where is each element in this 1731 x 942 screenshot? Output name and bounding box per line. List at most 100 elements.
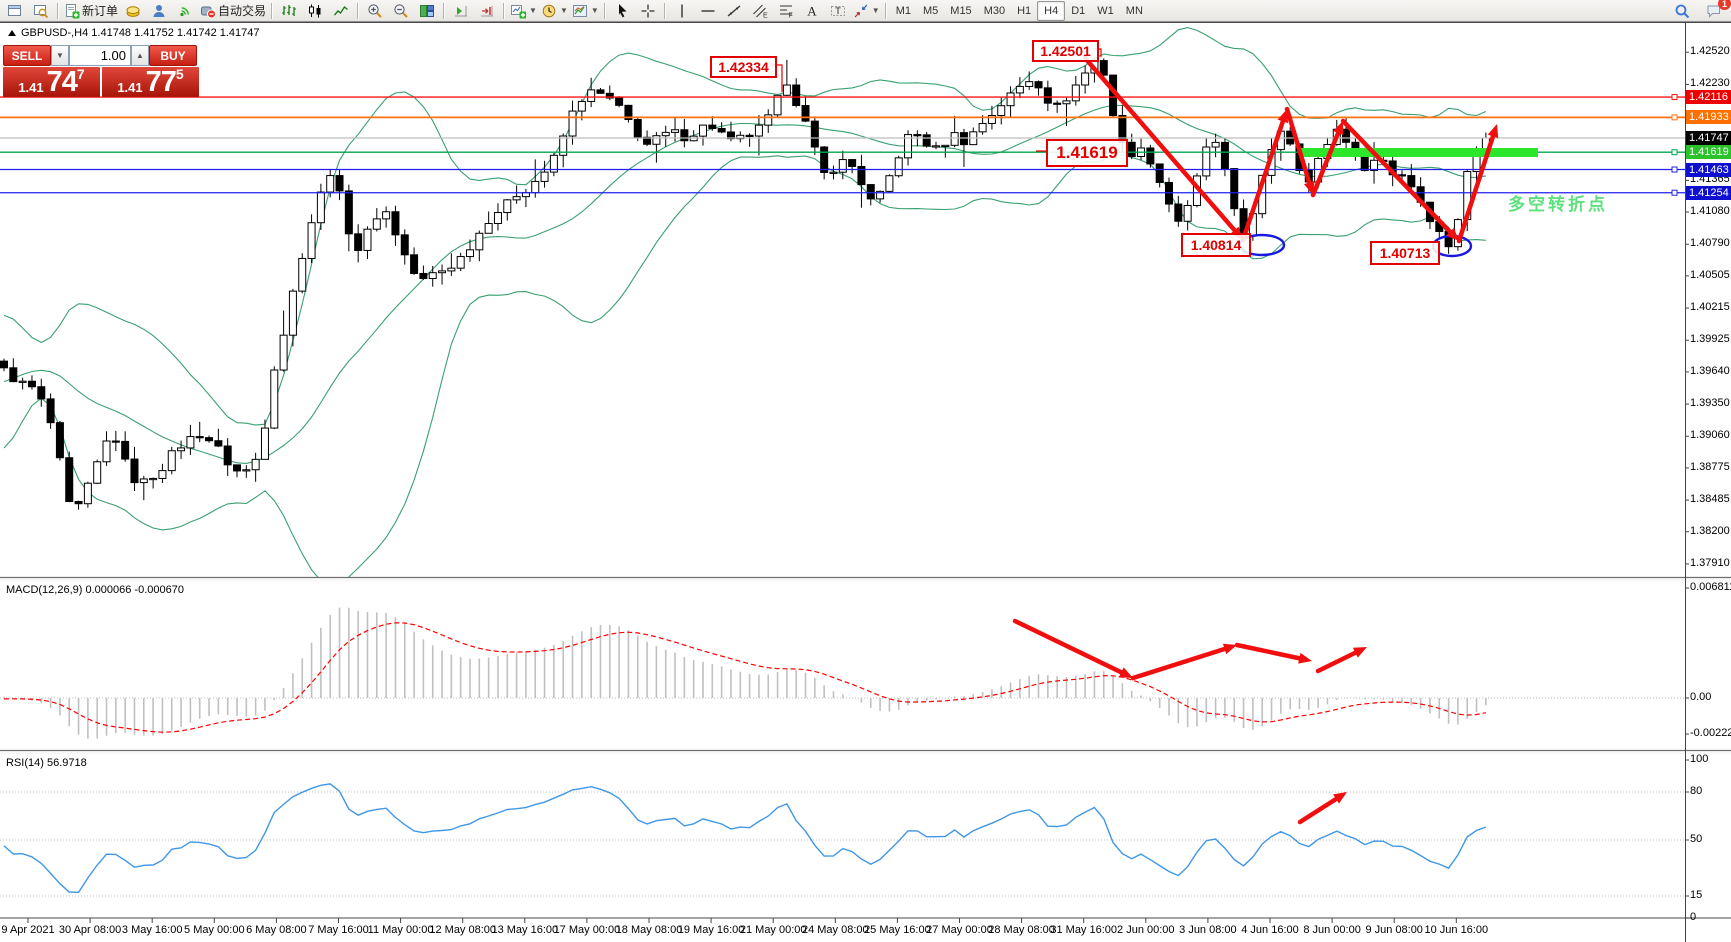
text-label-button[interactable]: T <box>825 1 851 21</box>
search-button[interactable] <box>1669 1 1695 21</box>
price-annotation[interactable]: 1.42501 <box>1032 40 1099 62</box>
price-annotation[interactable]: 1.40713 <box>1370 241 1440 265</box>
arrows-button[interactable]: ▼ <box>851 1 882 21</box>
trend-arrow[interactable] <box>1340 118 1455 237</box>
price-annotation[interactable]: 1.40814 <box>1181 233 1251 257</box>
support-zone-bar[interactable] <box>1300 148 1538 157</box>
candle-body <box>1053 102 1062 105</box>
chart-preview-button[interactable] <box>28 1 54 21</box>
macd-pane[interactable] <box>3 607 1487 739</box>
one-click-toggle-icon[interactable] <box>8 30 16 36</box>
tile-windows-button[interactable] <box>414 1 440 21</box>
main-chart-pane[interactable] <box>0 27 1490 588</box>
timeframe-mn-button[interactable]: MN <box>1125 4 1143 17</box>
gold-button[interactable] <box>120 1 146 21</box>
candle-body <box>9 367 18 383</box>
chevron-down-icon[interactable]: ▼ <box>529 6 537 15</box>
signal-button[interactable] <box>172 1 198 21</box>
vertical-line-button[interactable] <box>669 1 695 21</box>
trendline-button[interactable] <box>721 1 747 21</box>
price-tick-label: 1.38200 <box>1690 524 1730 537</box>
indicators-button[interactable]: ▼ <box>508 1 539 21</box>
candle-body <box>1006 92 1015 107</box>
templates-button[interactable]: ▼ <box>570 1 601 21</box>
timeframe-m30-button[interactable]: M30 <box>983 4 1006 17</box>
notifications-button[interactable]: 1 <box>1701 0 1731 21</box>
sell-price[interactable]: 1.41 74 7 <box>3 67 100 97</box>
auto-trading-icon <box>201 6 217 18</box>
candle-body <box>1025 81 1034 87</box>
time-tick-label: 19 May 16:00 <box>677 924 745 936</box>
price-annotation[interactable]: 1.42334 <box>710 56 777 78</box>
volume-input[interactable]: 1.00 <box>69 45 131 66</box>
cursor-icon <box>618 3 627 17</box>
auto-scroll-button[interactable] <box>474 1 500 21</box>
candle-body <box>475 232 484 251</box>
trend-arrow[interactable] <box>1082 55 1240 236</box>
zoom-out-button[interactable] <box>388 1 414 21</box>
sell-price-sup: 7 <box>76 66 85 82</box>
buy-price[interactable]: 1.41 77 5 <box>102 67 199 97</box>
trend-arrow[interactable] <box>1240 115 1287 243</box>
text-button[interactable]: A <box>799 1 825 21</box>
timeframe-m5-button[interactable]: M5 <box>923 4 939 17</box>
line-chart-button[interactable] <box>328 1 354 21</box>
auto-trading-button[interactable]: 自动交易 <box>198 1 268 21</box>
chevron-down-icon[interactable]: ▼ <box>590 6 599 15</box>
timeframe-d1-button[interactable]: D1 <box>1071 4 1086 17</box>
timeframe-w1-button[interactable]: W1 <box>1097 4 1114 17</box>
candle-body <box>37 386 46 400</box>
volume-increase-button[interactable]: ▲ <box>131 45 149 66</box>
crosshair-button[interactable] <box>635 1 661 21</box>
chart-shift-icon <box>455 5 468 16</box>
trend-arrow-head <box>1487 124 1499 139</box>
candle-body <box>587 89 596 102</box>
price-line-badge: 1.41463 <box>1686 162 1731 177</box>
new-order-button[interactable]: 新订单 <box>62 1 120 21</box>
macd-arrow[interactable] <box>1012 618 1128 677</box>
channel-button[interactable]: E <box>747 1 773 21</box>
bar-chart-button[interactable] <box>276 1 302 21</box>
zoom-in-button[interactable] <box>362 1 388 21</box>
trend-arrow[interactable] <box>1310 127 1342 198</box>
trend-arrow[interactable] <box>1284 106 1313 189</box>
candle-body <box>848 159 857 167</box>
trend-arrow[interactable] <box>1456 130 1497 244</box>
periods-button[interactable]: ▼ <box>539 1 570 21</box>
rsi-arrow[interactable] <box>1297 794 1342 825</box>
time-tick-label: 7 May 16:00 <box>308 924 369 936</box>
chart-shift-button[interactable] <box>448 1 474 21</box>
chevron-down-icon[interactable]: ▼ <box>871 6 880 15</box>
candle-body <box>1174 203 1183 222</box>
timeframe-h4-button[interactable]: H4 <box>1037 0 1066 21</box>
candle-body <box>74 501 83 505</box>
buy-button[interactable]: BUY <box>149 45 197 66</box>
candle-body <box>214 440 223 447</box>
gold-icon <box>126 5 140 17</box>
toolbar-separator <box>663 2 666 19</box>
horizontal-line-button[interactable] <box>695 1 721 21</box>
timeframe-m1-button[interactable]: M1 <box>895 4 911 17</box>
volume-decrease-button[interactable]: ▼ <box>51 45 69 66</box>
price-line-badge: 1.41254 <box>1686 185 1731 200</box>
timeframe-h1-button[interactable]: H1 <box>1017 4 1032 17</box>
candle-body <box>1127 141 1136 157</box>
timeframe-m15-button[interactable]: M15 <box>950 4 972 17</box>
chevron-down-icon[interactable]: ▼ <box>559 6 568 15</box>
new-window-button[interactable] <box>2 1 28 21</box>
chart-title-text: GBPUSD-,H4 1.41748 1.41752 1.41742 1.417… <box>21 27 260 39</box>
profile-button[interactable] <box>146 1 172 21</box>
macd-arrow[interactable] <box>1315 648 1362 674</box>
candle-body <box>344 190 353 235</box>
candle-body <box>997 105 1006 116</box>
price-annotation[interactable]: 1.41619 <box>1046 139 1128 167</box>
fibonacci-button[interactable]: F <box>773 1 799 21</box>
sell-button[interactable]: SELL <box>3 45 51 66</box>
macd-arrow[interactable] <box>1234 642 1306 662</box>
candle-body <box>372 218 381 230</box>
rsi-pane[interactable] <box>3 783 1487 894</box>
cursor-button[interactable] <box>609 1 635 21</box>
macd-arrow[interactable] <box>1130 645 1231 681</box>
candlestick-chart-button[interactable] <box>302 1 328 21</box>
